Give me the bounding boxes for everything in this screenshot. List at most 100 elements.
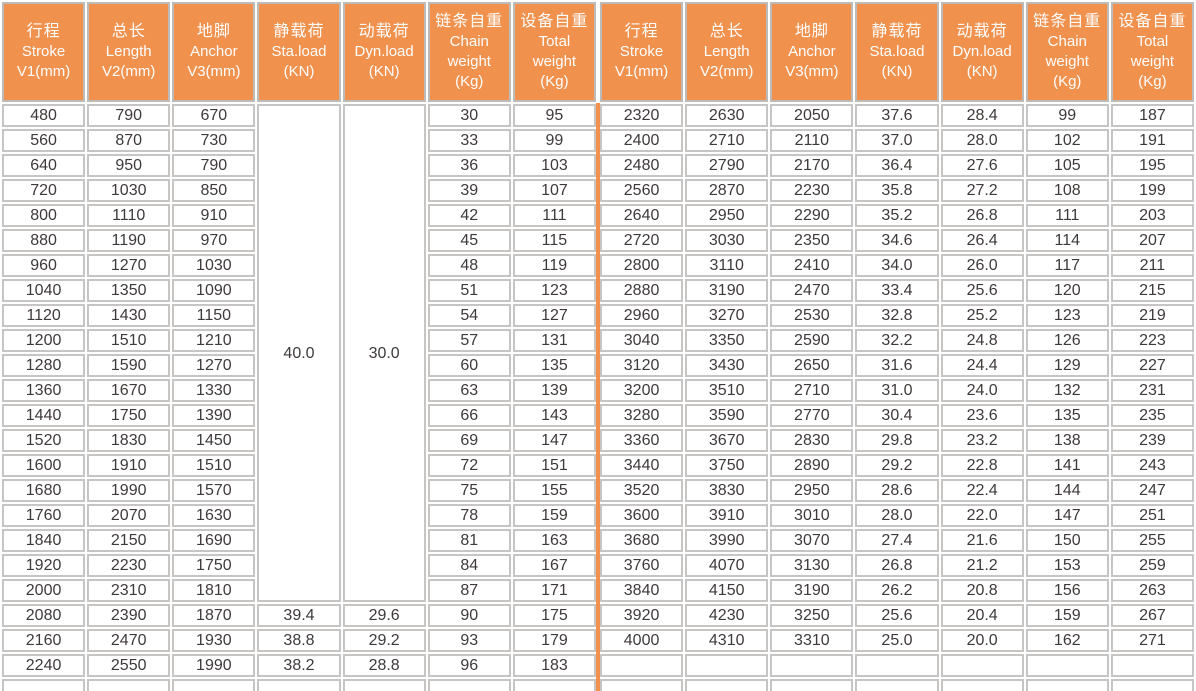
cell-total-weight: 135 [512, 354, 596, 377]
cell-dyn-load: 22.4 [940, 479, 1024, 502]
cell-anchor [770, 654, 854, 677]
cell-chain-weight [427, 679, 511, 691]
column-header-text: V3(mm) [785, 63, 839, 80]
cell-dyn-load: 23.2 [940, 429, 1024, 452]
cell-length: 1030 [87, 179, 171, 202]
table-row: 3920 4230 3250 25.6 20.4 159 267 [600, 604, 1194, 627]
cell-length: 3510 [685, 379, 769, 402]
cell-length: 1990 [87, 479, 171, 502]
cell-anchor [770, 679, 854, 691]
cell-stroke: 1520 [2, 429, 86, 452]
column-header-text: (Kg) [455, 73, 484, 90]
table-row: 960 1270 1030 48 119 [2, 254, 596, 277]
cell-sta-load: 26.2 [855, 579, 939, 602]
table-row: 3040 3350 2590 32.2 24.8 126 223 [600, 329, 1194, 352]
cell-length: 3030 [685, 229, 769, 252]
table-row: 2640 2950 2290 35.2 26.8 111 203 [600, 204, 1194, 227]
cell-stroke: 3200 [600, 379, 684, 402]
cell-anchor: 1390 [172, 404, 256, 427]
cell-dyn-load: 26.4 [940, 229, 1024, 252]
cell-anchor: 910 [172, 204, 256, 227]
cell-total-weight: 115 [512, 229, 596, 252]
cell-total-weight: 219 [1110, 304, 1194, 327]
cell-anchor: 1030 [172, 254, 256, 277]
column-header-text: (Kg) [540, 73, 569, 90]
cell-length: 1190 [87, 229, 171, 252]
cell-sta-load: 33.4 [855, 279, 939, 302]
cell-chain-weight: 114 [1025, 229, 1109, 252]
cell-chain-weight: 159 [1025, 604, 1109, 627]
table-row: 1840 2150 1690 81 163 [2, 529, 596, 552]
column-header-text: Sta.load [271, 43, 327, 60]
cell-length: 2070 [87, 504, 171, 527]
cell-dyn-load: 28.8 [342, 654, 426, 677]
cell-length: 1350 [87, 279, 171, 302]
cell-anchor: 1930 [172, 629, 256, 652]
cell-dyn-load: 24.8 [940, 329, 1024, 352]
cell-total-weight: 111 [512, 204, 596, 227]
table-row [600, 679, 1194, 691]
spec-table-right: 行程 Stroke V1(mm) 总长 Length V2(mm) 地脚 Anchor V3(m… [598, 0, 1196, 691]
cell-length: 2790 [685, 154, 769, 177]
cell-length: 1430 [87, 304, 171, 327]
table-row [2, 679, 596, 691]
cell-anchor: 2890 [770, 454, 854, 477]
cell-anchor: 2110 [770, 129, 854, 152]
cell-total-weight: 271 [1110, 629, 1194, 652]
table-row: 3280 3590 2770 30.4 23.6 135 235 [600, 404, 1194, 427]
cell-dyn-load [940, 654, 1024, 677]
table-row [600, 654, 1194, 677]
cell-dyn-load: 25.6 [940, 279, 1024, 302]
cell-dyn-load: 24.4 [940, 354, 1024, 377]
cell-stroke: 2800 [600, 254, 684, 277]
cell-total-weight [512, 679, 596, 691]
cell-chain-weight: 156 [1025, 579, 1109, 602]
table-row: 2960 3270 2530 32.8 25.2 123 219 [600, 304, 1194, 327]
cell-length: 2630 [685, 104, 769, 127]
cell-sta-load: 28.0 [855, 504, 939, 527]
table-row: 2320 2630 2050 37.6 28.4 99 187 [600, 104, 1194, 127]
cell-length: 790 [87, 104, 171, 127]
cell-anchor: 670 [172, 104, 256, 127]
cell-total-weight: 263 [1110, 579, 1194, 602]
cell-length [87, 679, 171, 691]
cell-stroke: 2320 [600, 104, 684, 127]
cell-length: 2470 [87, 629, 171, 652]
cell-stroke: 3840 [600, 579, 684, 602]
cell-anchor: 970 [172, 229, 256, 252]
cell-dyn-load: 28.4 [940, 104, 1024, 127]
cell-chain-weight: 117 [1025, 254, 1109, 277]
cell-anchor: 2470 [770, 279, 854, 302]
column-header-text: Chain [449, 33, 489, 50]
cell-chain-weight: 105 [1025, 154, 1109, 177]
cell-stroke: 1440 [2, 404, 86, 427]
table-row: 2720 3030 2350 34.6 26.4 114 207 [600, 229, 1194, 252]
table-row: 1920 2230 1750 84 167 [2, 554, 596, 577]
column-header-stroke: 行程 Stroke V1(mm) [2, 2, 86, 102]
cell-chain-weight: 69 [427, 429, 511, 452]
column-header-anchor: 地脚 Anchor V3(mm) [770, 2, 854, 102]
cell-stroke: 1040 [2, 279, 86, 302]
cell-stroke: 1200 [2, 329, 86, 352]
cell-total-weight: 247 [1110, 479, 1194, 502]
cell-total-weight: 183 [512, 654, 596, 677]
column-header-text: 链条自重 [1033, 13, 1102, 30]
cell-total-weight: 251 [1110, 504, 1194, 527]
cell-chain-weight: 99 [1025, 104, 1109, 127]
cell-chain-weight: 48 [427, 254, 511, 277]
cell-anchor: 3190 [770, 579, 854, 602]
cell-chain-weight: 147 [1025, 504, 1109, 527]
cell-stroke: 3680 [600, 529, 684, 552]
cell-chain-weight [1025, 679, 1109, 691]
cell-length: 2950 [685, 204, 769, 227]
cell-chain-weight: 81 [427, 529, 511, 552]
cell-length: 4310 [685, 629, 769, 652]
table-row: 880 1190 970 45 115 [2, 229, 596, 252]
cell-stroke: 2080 [2, 604, 86, 627]
cell-chain-weight: 120 [1025, 279, 1109, 302]
cell-chain-weight: 51 [427, 279, 511, 302]
cell-total-weight: 155 [512, 479, 596, 502]
table-row: 2240 2550 1990 38.2 28.8 96 183 [2, 654, 596, 677]
cell-anchor: 3130 [770, 554, 854, 577]
cell-stroke: 2960 [600, 304, 684, 327]
